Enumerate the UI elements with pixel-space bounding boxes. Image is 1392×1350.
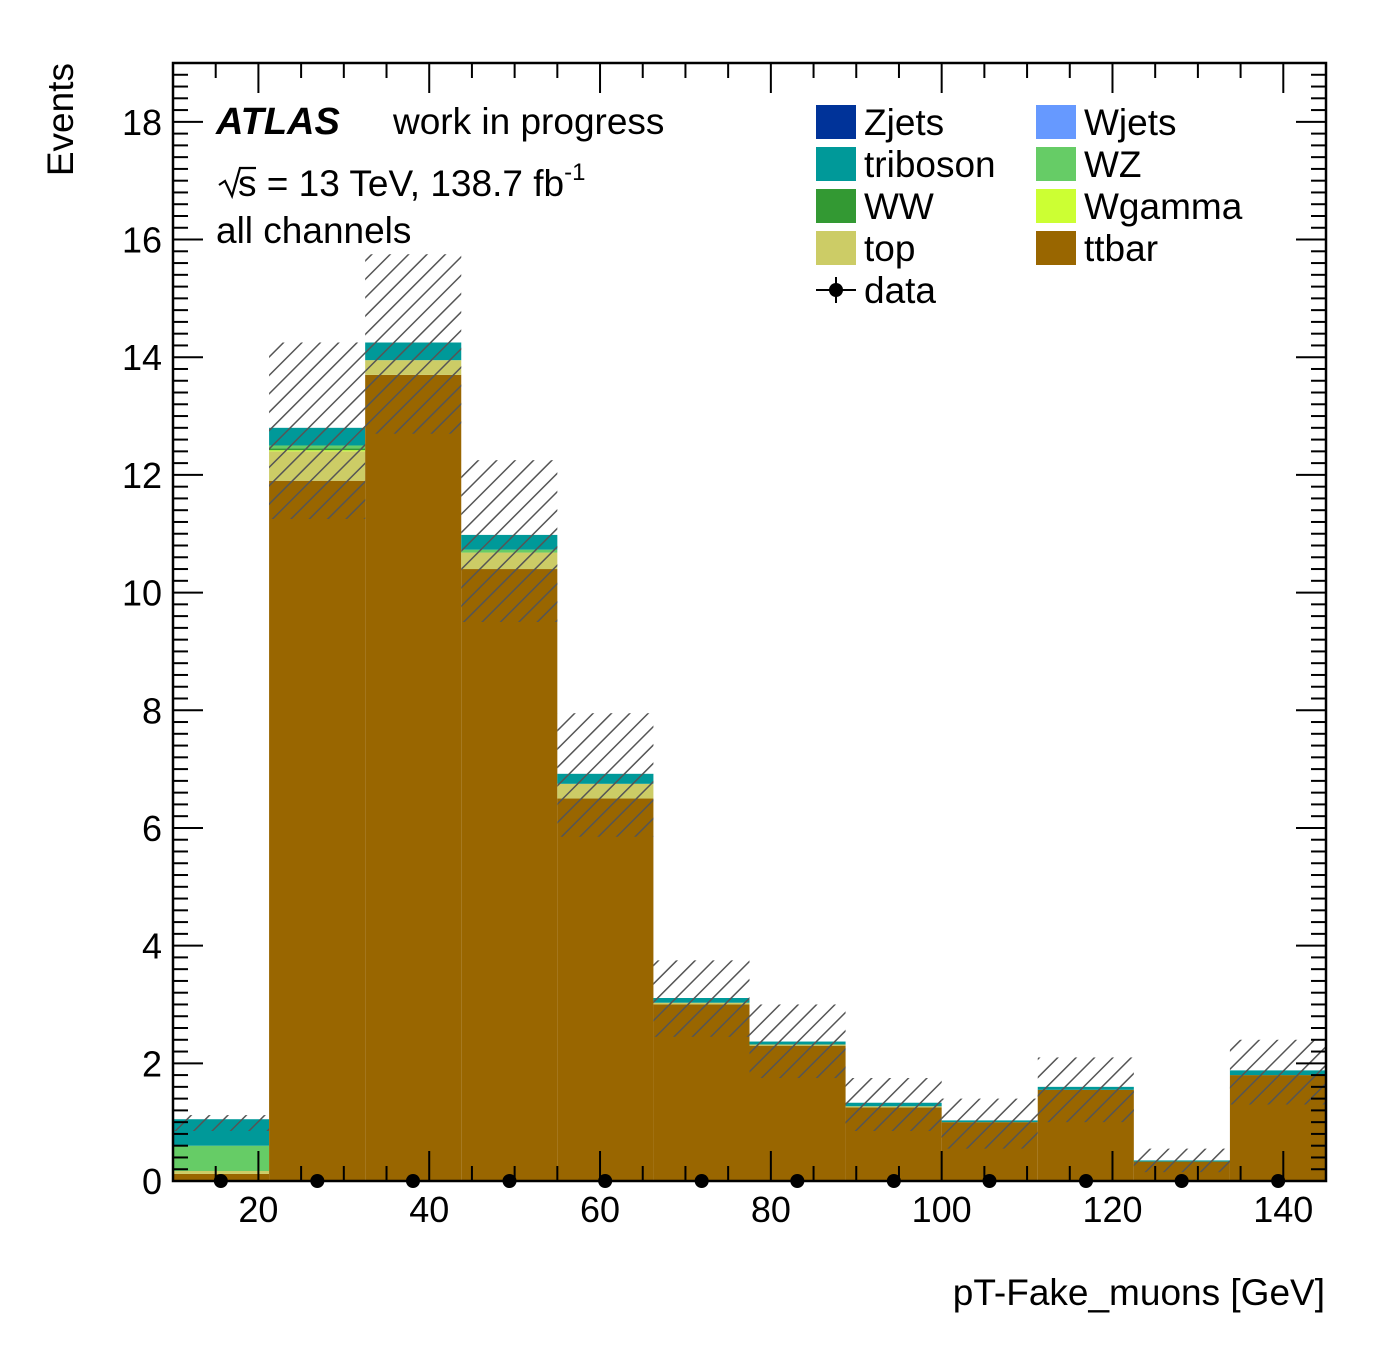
uncertainty-band-bin-10 — [1037, 1057, 1134, 1123]
legend-label-data: data — [864, 270, 936, 311]
legend-swatch-wjets — [1036, 105, 1076, 139]
uncertainty-band-bin-9 — [941, 1098, 1038, 1149]
energy-label: s = 13 TeV, 138.7 fb-1 — [238, 159, 585, 204]
plot-frame — [171, 61, 1328, 1183]
x-tick-label-40: 40 — [409, 1189, 449, 1230]
bar-ttbar-bin-5 — [557, 798, 654, 1181]
legend-entry-wgamma: Wgamma — [1036, 186, 1243, 227]
uncertainty-band-bin-3 — [365, 254, 462, 434]
y-tick-label-14: 14 — [122, 337, 162, 378]
x-tick-label-60: 60 — [580, 1189, 620, 1230]
y-tick-label-12: 12 — [122, 455, 162, 496]
legend-label-triboson: triboson — [864, 144, 996, 185]
uncertainty-band-bin-8 — [845, 1078, 942, 1131]
x-tick-label-80: 80 — [751, 1189, 791, 1230]
legend-swatch-zjets — [816, 105, 856, 139]
uncertainty-band-bin-5 — [557, 713, 654, 837]
uncertainty-band-bin-11 — [1133, 1148, 1230, 1173]
legend-label-wz: WZ — [1084, 144, 1142, 185]
stacked-bars — [173, 342, 1326, 1181]
legend-swatch-wz — [1036, 147, 1076, 181]
y-tick-label-16: 16 — [122, 220, 162, 261]
legend: Zjets Wjets triboson WZ WW Wgamma top ttbar data — [816, 102, 1243, 311]
y-axis-title: Events — [40, 63, 81, 176]
uncertainty-band-bin-2 — [269, 342, 366, 520]
uncertainty-band-bin-7 — [749, 1004, 846, 1079]
legend-entry-ttbar: ttbar — [1036, 228, 1158, 269]
bar-ttbar-bin-4 — [461, 569, 558, 1181]
legend-swatch-top — [816, 231, 856, 265]
legend-entry-triboson: triboson — [816, 144, 996, 185]
axes: 20 40 60 80 100 120 140 0 2 4 6 8 10 12 14 16 18 — [122, 62, 1327, 1230]
legend-label-zjets: Zjets — [864, 102, 944, 143]
lumi-exponent: -1 — [564, 159, 585, 186]
uncertainty-band-bin-12 — [1229, 1039, 1326, 1105]
legend-entry-wjets: Wjets — [1036, 102, 1177, 143]
legend-data-marker — [829, 283, 843, 297]
y-tick-label-18: 18 — [122, 102, 162, 143]
bar-wz-bin-1 — [173, 1145, 270, 1171]
y-tick-label-8: 8 — [142, 690, 162, 731]
legend-swatch-ww — [816, 189, 856, 223]
status-label: work in progress — [392, 101, 664, 142]
uncertainty-band-bin-6 — [653, 960, 750, 1037]
sqrt-symbol — [218, 166, 256, 200]
legend-swatch-ttbar — [1036, 231, 1076, 265]
atlas-label: ATLAS — [215, 101, 340, 143]
y-tick-label-4: 4 — [142, 926, 162, 967]
legend-label-wgamma: Wgamma — [1084, 186, 1243, 227]
x-axis-title: pT-Fake_muons [GeV] — [953, 1272, 1325, 1313]
uncertainty-bands — [173, 254, 1326, 1173]
legend-label-wjets: Wjets — [1084, 102, 1177, 143]
uncertainty-band-bin-4 — [461, 460, 558, 622]
legend-label-ww: WW — [864, 186, 934, 227]
legend-swatch-triboson — [816, 147, 856, 181]
y-tick-label-0: 0 — [142, 1161, 162, 1202]
x-tick-label-140: 140 — [1253, 1189, 1313, 1230]
bar-ttbar-bin-2 — [269, 480, 366, 1181]
legend-label-ttbar: ttbar — [1084, 228, 1158, 269]
y-tick-label-2: 2 — [142, 1043, 162, 1084]
x-tick-label-20: 20 — [238, 1189, 278, 1230]
legend-entry-wz: WZ — [1036, 144, 1142, 185]
channel-label: all channels — [216, 210, 411, 251]
bar-top-bin-1 — [173, 1170, 270, 1174]
x-tick-label-120: 120 — [1082, 1189, 1142, 1230]
bar-ttbar-bin-3 — [365, 374, 462, 1181]
y-tick-label-6: 6 — [142, 808, 162, 849]
legend-swatch-wgamma — [1036, 189, 1076, 223]
legend-entry-ww: WW — [816, 186, 934, 227]
legend-entry-top: top — [816, 228, 915, 269]
legend-entry-zjets: Zjets — [816, 102, 944, 143]
y-tick-label-10: 10 — [122, 573, 162, 614]
legend-entry-data: data — [816, 270, 936, 311]
x-tick-label-100: 100 — [912, 1189, 972, 1230]
uncertainty-band-bin-1 — [173, 1115, 270, 1131]
legend-label-top: top — [864, 228, 915, 269]
